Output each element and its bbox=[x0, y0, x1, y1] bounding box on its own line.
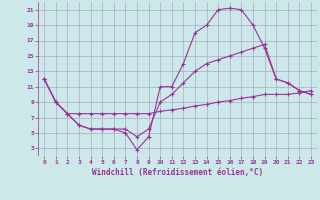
X-axis label: Windchill (Refroidissement éolien,°C): Windchill (Refroidissement éolien,°C) bbox=[92, 168, 263, 177]
